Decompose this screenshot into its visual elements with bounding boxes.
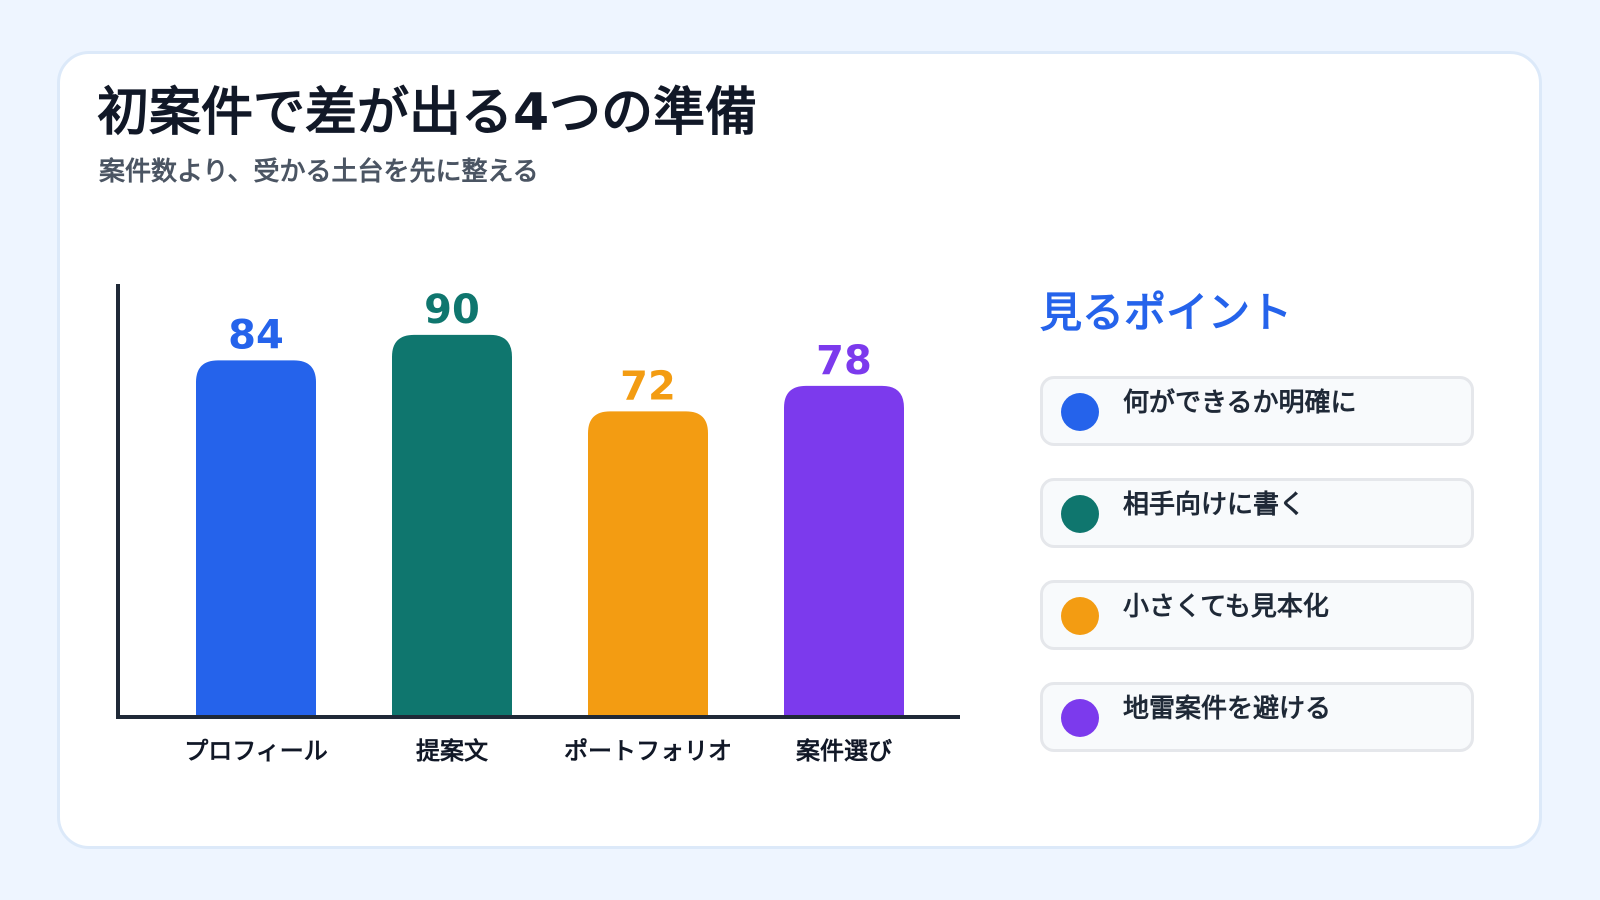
legend-dot-icon xyxy=(1061,393,1099,431)
bar-value-label: 84 xyxy=(228,312,284,358)
legend-item-proposal: 相手向けに書く xyxy=(1040,478,1474,548)
legend-title: 見るポイント xyxy=(1040,288,1293,337)
legend-dot-icon xyxy=(1061,495,1099,533)
category-label: 提案文 xyxy=(416,737,489,765)
category-label: プロフィール xyxy=(184,737,328,765)
legend-item-label: 相手向けに書く xyxy=(1123,490,1306,520)
legend-item-label: 地雷案件を避ける xyxy=(1123,694,1332,724)
bar-1 xyxy=(196,360,316,715)
bar-2 xyxy=(392,334,512,715)
legend-item-portfolio: 小さくても見本化 xyxy=(1040,580,1474,650)
page-title: 初案件で差が出る4つの準備 xyxy=(97,83,758,143)
bar-3 xyxy=(588,411,708,715)
bar-value-label: 72 xyxy=(620,363,676,409)
bars-group xyxy=(196,334,904,715)
legend-item-project-choice: 地雷案件を避ける xyxy=(1040,682,1474,752)
category-label: ポートフォリオ xyxy=(564,737,732,765)
bar-value-label: 90 xyxy=(424,287,480,333)
bar-value-label: 78 xyxy=(816,338,872,384)
bar-4 xyxy=(784,385,904,715)
labels-group: 84 プロフィール 90 提案文 72 ポートフォリオ 78 案件選び xyxy=(184,287,892,765)
legend-dot-icon xyxy=(1061,699,1099,737)
legend-item-profile: 何ができるか明確に xyxy=(1040,376,1474,446)
legend-item-label: 小さくても見本化 xyxy=(1123,592,1329,622)
legend-dot-icon xyxy=(1061,597,1099,635)
page-subtitle: 案件数より、受かる土台を先に整える xyxy=(99,157,539,187)
legend-item-label: 何ができるか明確に xyxy=(1123,388,1357,418)
category-label: 案件選び xyxy=(795,737,892,765)
